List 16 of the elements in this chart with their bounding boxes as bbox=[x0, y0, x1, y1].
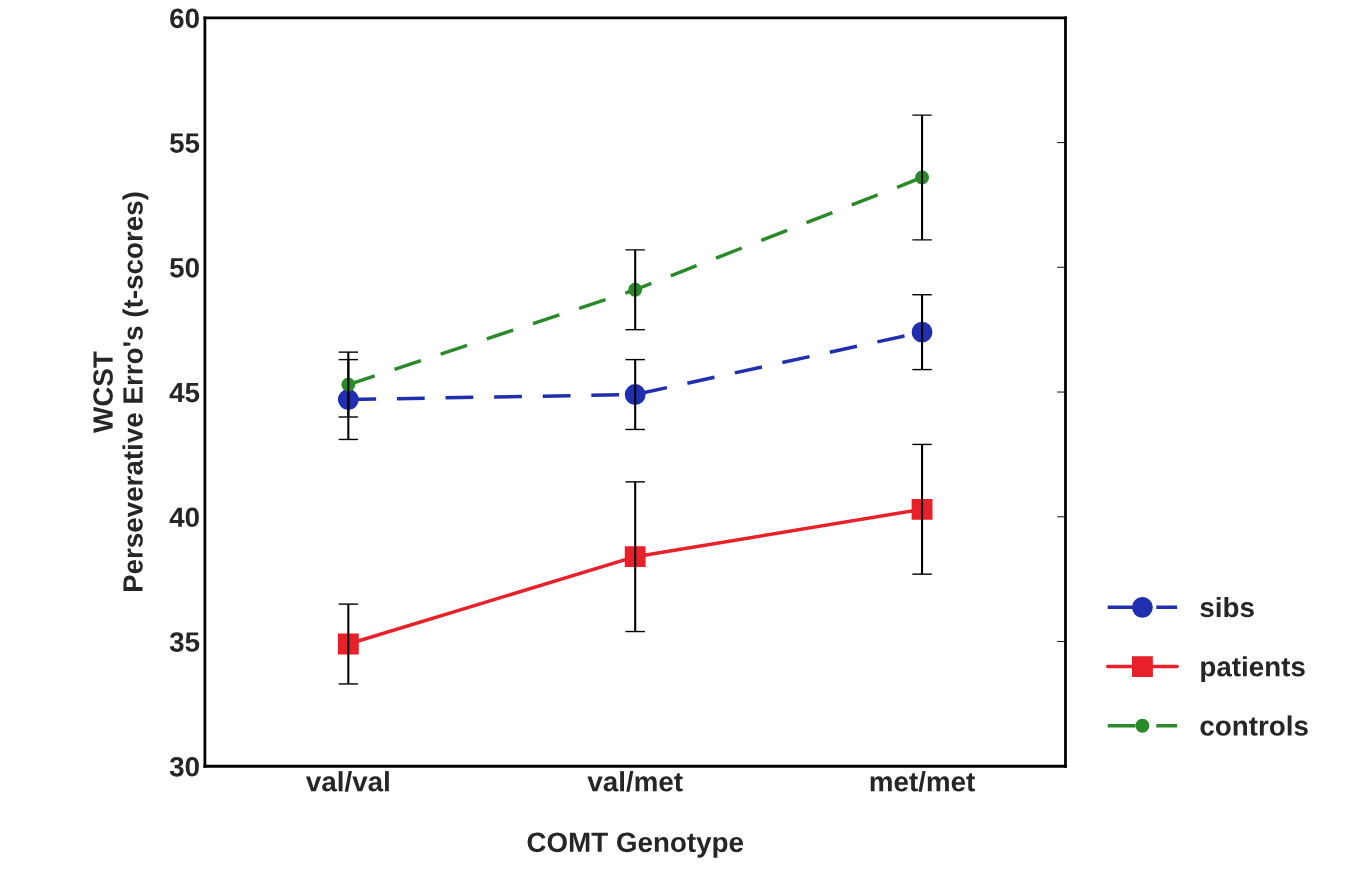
point bbox=[624, 546, 646, 568]
y-tick-label: 30 bbox=[169, 756, 199, 777]
legend-label: patients bbox=[1201, 656, 1305, 683]
x-tick-label: met/met bbox=[870, 771, 975, 792]
y-tick-label: 60 bbox=[170, 8, 199, 29]
y-tick-label: 55 bbox=[170, 133, 200, 153]
x-axis-title: COMT Genotype bbox=[527, 832, 744, 858]
x-tick-label: val/val bbox=[305, 771, 389, 792]
x-tick-label: val/met bbox=[587, 771, 683, 792]
y-tick-label: 40 bbox=[169, 507, 199, 528]
y-tick-label: 35 bbox=[169, 632, 200, 652]
y-tick-label: 50 bbox=[170, 257, 199, 278]
legend-label: sibs bbox=[1200, 596, 1254, 618]
y-axis-title: WCST Perseverative Erro's (t-scores) bbox=[93, 192, 149, 592]
legend-label: controls bbox=[1200, 715, 1308, 736]
y-tick-label: 45 bbox=[169, 382, 200, 403]
